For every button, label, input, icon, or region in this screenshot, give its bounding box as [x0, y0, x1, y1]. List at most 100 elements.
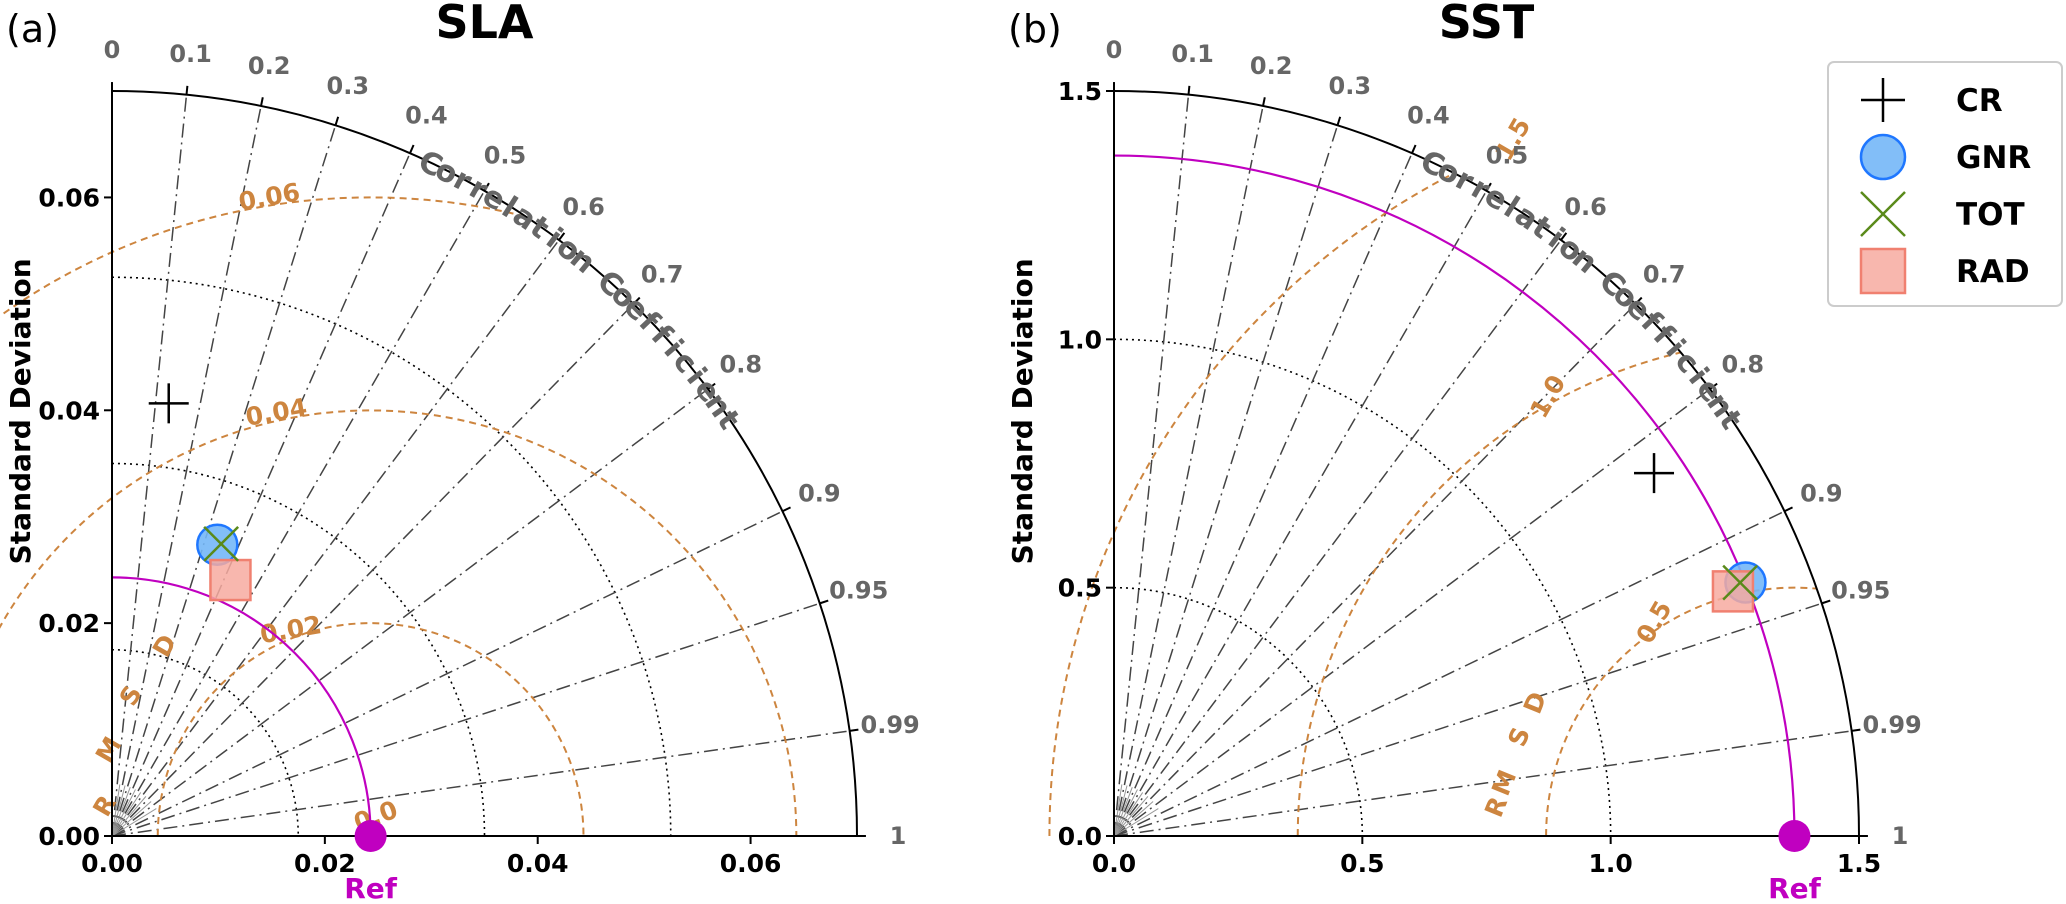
corr-tick [260, 97, 264, 107]
corr-tick-label: 0.2 [1250, 52, 1293, 80]
x-tick-label: 0.04 [507, 849, 569, 878]
corr-tick-label: 0.9 [1800, 479, 1843, 507]
point-gnr [196, 523, 239, 566]
panel-label: (a) [6, 7, 59, 51]
point-rad [209, 558, 252, 602]
point-tot [1722, 564, 1759, 601]
corr-tick [1336, 116, 1342, 126]
std-circle [111, 276, 672, 837]
corr-tick [1851, 728, 1861, 732]
legend-label: GNR [1956, 140, 2031, 176]
corr-tick-label: 0.95 [1831, 577, 1890, 605]
legend-label: CR [1956, 83, 2003, 119]
corr-minor-line [111, 796, 147, 837]
corr-tick [334, 116, 340, 126]
x-tick-label: 0.5 [1340, 849, 1384, 878]
corr-tick-label: 0 [104, 36, 121, 64]
corr-tick [1187, 85, 1191, 95]
corr-gridline [111, 602, 820, 837]
corr-tick [632, 296, 641, 305]
x-tick-label: 0.02 [294, 849, 356, 878]
corr-gridline [111, 105, 262, 837]
corr-tick [1634, 296, 1643, 305]
corr-gridline [1113, 510, 1785, 837]
legend-label: TOT [1956, 197, 2025, 233]
rmsd-title-letter: D [147, 630, 182, 662]
corr-tick [1485, 182, 1492, 192]
corr-minor-line [111, 801, 152, 837]
corr-minor-line [111, 808, 157, 837]
corr-gridline [111, 94, 188, 837]
x-tick-label: 1.0 [1589, 849, 1633, 878]
legend-marker-tot [1860, 191, 1906, 237]
panel-label: (b) [1008, 7, 1062, 51]
corr-minor-line [111, 786, 131, 837]
corr-tick-label: 0.1 [1171, 40, 1214, 68]
reference-point [354, 820, 387, 852]
x-tick-label: 0.0 [1092, 849, 1136, 878]
rmsd-label: 0.5 [1630, 596, 1677, 649]
corr-gridline [1113, 602, 1822, 837]
rmsd-contour [156, 622, 585, 837]
reference-std-arc [1113, 154, 1796, 837]
corr-tick [1411, 144, 1417, 154]
x-tick-label: 1.5 [1837, 849, 1881, 878]
legend-marker-gnr [1859, 133, 1907, 181]
rmsd-contours [0, 197, 1009, 836]
corr-minor-line [1113, 789, 1138, 837]
x-tick-label: 0.06 [720, 849, 782, 878]
corr-tick [1821, 599, 1831, 605]
corr-tick-label: 0 [1106, 36, 1123, 64]
corr-gridline [111, 125, 337, 837]
corr-tick [409, 144, 415, 154]
corr-tick [1560, 232, 1568, 241]
corr-tick-label: 0.4 [1407, 102, 1450, 130]
point-cr [148, 383, 189, 424]
corr-gridline [1113, 239, 1562, 837]
corr-tick-label: 1 [1892, 822, 1909, 850]
y-tick-label: 1.5 [1058, 77, 1102, 106]
corr-minor-line [1113, 784, 1123, 837]
std-circle [1113, 338, 1612, 837]
rmsd-contour [0, 197, 1009, 836]
corr-minor-line [111, 789, 136, 837]
corr-minor-line [111, 785, 126, 837]
rmsd-title-letter: D [1518, 688, 1553, 718]
corr-gridline [111, 303, 635, 837]
corr-tick [819, 599, 829, 605]
corr-tick-label: 0.1 [169, 40, 212, 68]
rmsd-label: 0.06 [236, 177, 302, 216]
corr-minor-line [111, 784, 121, 837]
corr-tick [483, 182, 490, 192]
point-tot-b [1722, 564, 1759, 601]
corr-tick-label: 1 [890, 822, 907, 850]
corr-tick-label: 0.8 [720, 350, 763, 378]
point-tot [203, 526, 240, 562]
y-tick-label: 0.0 [1058, 822, 1102, 851]
corr-tick [707, 382, 716, 390]
corr-tick-label: 0.99 [861, 711, 920, 739]
rmsd-contour [1545, 586, 1859, 837]
corr-tick [558, 232, 566, 241]
y-tick-label: 0.5 [1058, 574, 1102, 603]
corr-tick-label: 0.99 [1863, 711, 1922, 739]
corr-gridline [1113, 94, 1190, 837]
corr-tick-label: 0.8 [1722, 350, 1765, 378]
corr-tick-label: 0.9 [798, 479, 841, 507]
corr-minor-line [1113, 808, 1159, 837]
panel-title: SST [1439, 0, 1535, 49]
rmsd-title-letter: S [1502, 723, 1536, 751]
x-tick-label: 0.00 [81, 849, 143, 878]
y-tick-label: 1.0 [1058, 325, 1102, 354]
corr-gridline [1113, 190, 1488, 837]
y-axis-title: Standard Deviation [1006, 258, 1039, 564]
outer-arc [111, 90, 858, 837]
reference-std-arc [111, 576, 372, 837]
y-axis-title: Standard Deviation [4, 258, 37, 564]
corr-tick [1709, 382, 1718, 390]
y-tick-label: 0.02 [38, 609, 100, 638]
panel-title: SLA [435, 0, 533, 49]
y-tick-label: 0.06 [38, 183, 100, 212]
corr-gridline [111, 388, 709, 837]
panel-sla: 0.020.040.060.0RMSD0.000.000.020.020.040… [0, 0, 1009, 904]
